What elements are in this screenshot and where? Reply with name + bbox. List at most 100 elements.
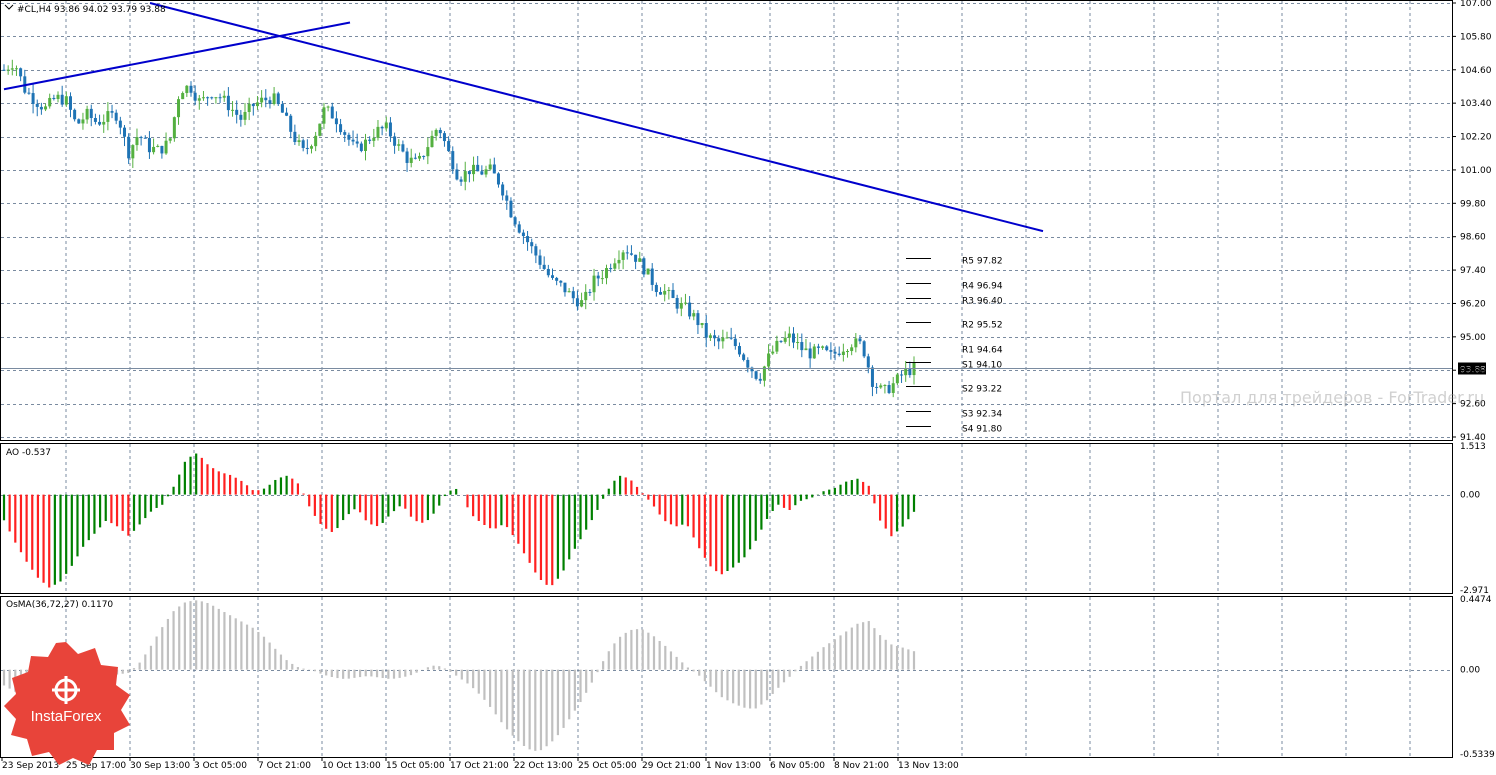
candle-body [276, 93, 280, 105]
candle-body [289, 115, 293, 132]
candle-body [737, 346, 741, 355]
x-tick-label: 25 Sep 17:00 [66, 761, 126, 771]
y-tick-label: -0.5339 [1460, 750, 1495, 760]
candle-body [81, 119, 85, 124]
candle-body [264, 97, 268, 101]
candle-body [750, 367, 754, 372]
candle-body [314, 135, 318, 147]
candle-body [513, 217, 517, 225]
candle-body [89, 108, 93, 118]
candle-body [833, 351, 837, 354]
candle-body [93, 117, 97, 122]
candle-body [883, 385, 887, 387]
y-tick-label: 103.40 [1460, 99, 1492, 109]
y-tick-label: 107.00 [1460, 0, 1492, 9]
candle-body [891, 383, 895, 393]
candle-body [488, 164, 492, 170]
candle-body [908, 368, 912, 376]
candle-body [330, 106, 334, 119]
candle-body [35, 103, 39, 107]
candle-body [210, 97, 214, 99]
candle-body [621, 252, 625, 260]
x-tick-label: 22 Oct 13:00 [514, 761, 573, 771]
candle-body [555, 277, 559, 281]
candle-body [904, 368, 908, 376]
candle-body [717, 338, 721, 342]
candle-body [829, 350, 833, 352]
candle-body [127, 136, 131, 159]
candle-body [152, 146, 156, 153]
candle-body [19, 68, 23, 77]
candle-body [384, 122, 388, 129]
pivot-label-r2: R2 95.52 [962, 321, 1003, 331]
candle-body [505, 195, 509, 201]
candle-body [837, 353, 841, 355]
candle-body [251, 103, 255, 107]
candle-body [355, 141, 359, 144]
candle-body [438, 129, 442, 134]
pivot-label-r1: R1 94.64 [962, 346, 1003, 356]
y-tick-label: 96.20 [1460, 299, 1486, 309]
candle-body [841, 351, 845, 355]
candle-body [791, 333, 795, 343]
candle-body [675, 297, 679, 309]
candle-body [98, 121, 102, 125]
y-tick-label: 104.60 [1460, 66, 1492, 76]
candle-body [588, 291, 592, 293]
candle-body [854, 338, 858, 348]
candle-body [451, 151, 455, 170]
candle-body [197, 98, 201, 101]
candle-body [339, 124, 343, 133]
candle-body [804, 348, 808, 351]
candle-body [44, 106, 48, 110]
candle-body [550, 275, 554, 278]
x-tick-label: 17 Oct 21:00 [450, 761, 509, 771]
candle-body [650, 268, 654, 285]
candle-body [434, 129, 438, 136]
candle-body [102, 121, 106, 125]
candle-body [679, 302, 683, 309]
candle-body [106, 111, 110, 122]
candle-body [6, 69, 10, 71]
trendline-resistance [149, 2, 1044, 233]
candle-body [846, 351, 850, 353]
x-tick-label: 10 Oct 13:00 [322, 761, 381, 771]
candle-body [895, 374, 899, 384]
candle-body [775, 340, 779, 352]
candle-body [10, 68, 14, 70]
candle-body [787, 333, 791, 338]
candle-body [285, 112, 289, 116]
logo-emblem-icon [52, 676, 80, 704]
candle-body [584, 291, 588, 301]
candle-body [135, 137, 139, 146]
candle-body [542, 264, 546, 269]
candle-body [800, 342, 804, 351]
candle-body [401, 144, 405, 152]
candle-body [596, 275, 600, 279]
candle-body [526, 236, 530, 243]
candle-body [27, 92, 31, 94]
candle-body [762, 366, 766, 381]
candle-body [887, 385, 891, 393]
candle-body [422, 155, 426, 157]
candle-body [642, 258, 646, 275]
x-tick-label: 29 Oct 21:00 [642, 761, 701, 771]
candle-body [447, 141, 451, 152]
candle-body [721, 337, 725, 342]
candle-body [862, 341, 866, 357]
candle-body [239, 114, 243, 120]
candle-body [359, 143, 363, 151]
candle-body [472, 164, 476, 175]
candle-body [783, 337, 787, 342]
candle-body [405, 151, 409, 163]
candle-body [189, 85, 193, 93]
candle-body [293, 131, 297, 143]
candle-body [131, 145, 135, 159]
candle-body [646, 268, 650, 275]
candle-body [816, 346, 820, 348]
candle-body [430, 135, 434, 148]
candle-body [455, 169, 459, 180]
candle-body [459, 179, 463, 182]
candle-body [796, 342, 800, 344]
